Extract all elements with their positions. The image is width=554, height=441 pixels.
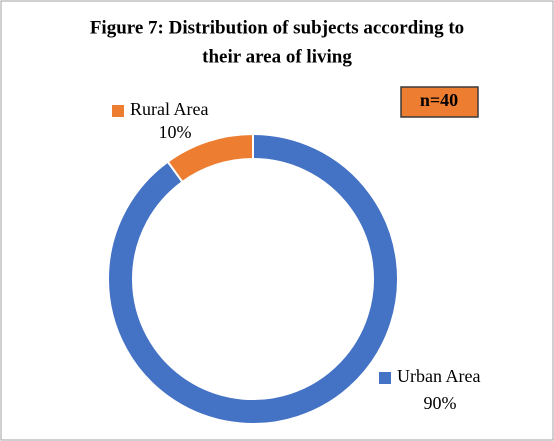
annotation: n=40	[420, 90, 458, 110]
slice	[107, 132, 399, 425]
value-label: 90%	[424, 393, 457, 413]
slice	[166, 132, 254, 184]
chart-subtitle: their area of living	[202, 46, 352, 67]
category-label: Urban Area	[397, 366, 480, 386]
chart-title: Figure 7: Distribution of subjects accor…	[90, 17, 464, 38]
legend-swatch	[379, 372, 391, 384]
category-label: Rural Area	[130, 99, 208, 119]
annotation-box	[400, 86, 479, 118]
value-label: 10%	[159, 122, 192, 142]
legend-swatch	[112, 105, 124, 117]
